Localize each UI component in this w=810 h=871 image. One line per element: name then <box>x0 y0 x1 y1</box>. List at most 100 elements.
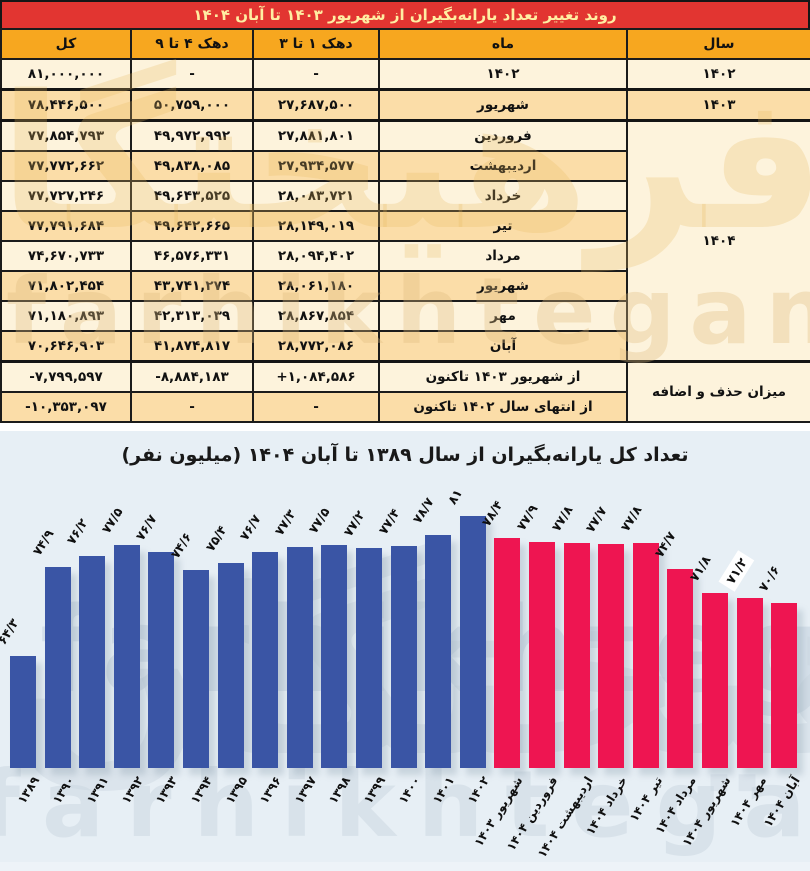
bar-value-label: ۷۷/۳ <box>271 506 299 538</box>
month-cell: شهریور <box>378 270 628 302</box>
bar-annual <box>252 552 278 768</box>
bar-annual <box>425 535 451 768</box>
table-title: روند تغییر تعداد یارانه‌بگیران از شهریور… <box>0 0 810 28</box>
x-tick-label: ۱۳۸۹ <box>14 774 42 807</box>
decile-1-3-cell: ۲۸,۰۶۱,۱۸۰ <box>252 270 380 302</box>
bar-value-label: ۷۱/۲ <box>721 552 752 589</box>
table-row: تیر ۲۸,۱۴۹,۰۱۹ ۴۹,۶۴۲,۶۶۵ ۷۷,۷۹۱,۶۸۴ <box>0 210 810 242</box>
year-cell: میزان حذف و اضافه <box>626 360 810 423</box>
month-cell: آبان <box>378 330 628 363</box>
table-row: شهریور ۲۸,۰۶۱,۱۸۰ ۴۳,۷۴۱,۲۷۴ ۷۱,۸۰۲,۴۵۴ <box>0 270 810 302</box>
x-tick-label: تیر ۱۴۰۴ <box>626 774 665 825</box>
total-cell: ۸۱,۰۰۰,۰۰۰ <box>0 58 132 91</box>
x-tick-label: شهریور ۱۴۰۴ <box>679 774 734 849</box>
total-cell: ۷۷,۷۲۷,۲۴۶ <box>0 180 132 212</box>
decile-1-3-cell: ۲۷,۹۳۴,۵۷۷ <box>252 150 380 182</box>
x-tick-label: ۱۳۹۷ <box>291 774 319 807</box>
bar-chart-plot: ۶۴/۳ ۷۴/۹ ۷۶/۲ ۷۷/۵ ۷۶/۷ ۷۴/۶ ۷۵/۴ ۷۶/۷ ۷۷/۳ ۷۷/۵… <box>0 486 806 768</box>
year-cell: ۱۴۰۳ <box>626 88 810 122</box>
bar-value-label: ۸۱ <box>444 486 466 507</box>
bar-value-label: ۶۴/۳ <box>0 615 22 647</box>
bar-value-label: ۷۷/۷ <box>582 503 610 535</box>
bar-annual <box>356 548 382 768</box>
month-cell: تیر <box>378 210 628 242</box>
bar-value-label: ۷۷/۹ <box>513 501 541 533</box>
decile-4-9-cell: ۴۹,۶۴۳,۵۲۵ <box>130 180 254 212</box>
year-cell: ۱۴۰۲ <box>626 58 810 91</box>
bar-annual <box>114 545 140 768</box>
decile-1-3-cell: ۲۷,۶۸۷,۵۰۰ <box>252 88 380 122</box>
total-cell: ۷۴,۶۷۰,۷۳۳ <box>0 240 132 272</box>
decile-1-3-cell: ۲۸,۰۹۴,۴۰۲ <box>252 240 380 272</box>
bar-monthly <box>564 543 590 768</box>
month-cell: فروردین <box>378 119 628 152</box>
decile-1-3-cell: - <box>252 391 380 423</box>
x-tick-label: فروردین ۱۴۰۴ <box>504 774 561 854</box>
decile-1-3-cell: ۲۷,۸۸۱,۸۰۱ <box>252 119 380 152</box>
decile-4-9-cell: ۴۹,۶۴۲,۶۶۵ <box>130 210 254 242</box>
subsidy-table: سال ماه دهک ۱ تا ۳ دهک ۴ تا ۹ کل ۱۴۰۲ ۱۴۰… <box>0 28 810 423</box>
bar-monthly <box>529 542 555 768</box>
table-row: ۱۴۰۳ شهریور ۲۷,۶۸۷,۵۰۰ ۵۰,۷۵۹,۰۰۰ ۷۸,۴۴۶,۵۰۰ <box>0 88 810 122</box>
header-decile-1-3: دهک ۱ تا ۳ <box>252 28 380 60</box>
bar-annual <box>79 556 105 768</box>
bar-annual <box>460 516 486 768</box>
x-tick-label: ۱۳۹۸ <box>325 774 353 807</box>
x-tick-label: ۱۳۹۹ <box>360 774 388 807</box>
total-cell: ۷۱,۱۸۰,۸۹۳ <box>0 300 132 332</box>
bar-value-label: ۷۶/۷ <box>236 511 264 543</box>
table-row: خرداد ۲۸,۰۸۳,۷۲۱ ۴۹,۶۴۳,۵۲۵ ۷۷,۷۲۷,۲۴۶ <box>0 180 810 212</box>
table-row: مرداد ۲۸,۰۹۴,۴۰۲ ۴۶,۵۷۶,۳۳۱ ۷۴,۶۷۰,۷۳۳ <box>0 240 810 272</box>
x-tick-label: مرداد ۱۴۰۴ <box>652 774 699 837</box>
bar-monthly <box>771 603 797 768</box>
header-total: کل <box>0 28 132 60</box>
decile-1-3-cell: ۲۸,۷۷۲,۰۸۶ <box>252 330 380 363</box>
x-tick-label: ۱۳۹۲ <box>118 774 146 807</box>
bar-annual <box>148 552 174 768</box>
bottom-strip <box>0 862 810 871</box>
month-cell: خرداد <box>378 180 628 212</box>
bar-value-label: ۷۸/۷ <box>409 494 437 526</box>
x-tick-label: شهریور ۱۴۰۳ <box>471 774 526 849</box>
bar-annual <box>183 570 209 768</box>
x-tick-label: مهر ۱۴۰۴ <box>727 774 769 830</box>
x-tick-label: ۱۴۰۰ <box>395 774 423 807</box>
decile-4-9-cell: -۸,۸۸۴,۱۸۳ <box>130 360 254 393</box>
bar-value-label: ۷۷/۴ <box>375 505 403 537</box>
total-cell: ۷۸,۴۴۶,۵۰۰ <box>0 88 132 122</box>
bar-annual <box>321 545 347 768</box>
bar-value-label: ۷۷/۲ <box>340 507 368 539</box>
bar-annual <box>45 567 71 768</box>
month-cell: از شهریور ۱۴۰۳ تاکنون <box>378 360 628 393</box>
total-cell: -۱۰,۳۵۳,۰۹۷ <box>0 391 132 423</box>
month-cell: از انتهای سال ۱۴۰۲ تاکنون <box>378 391 628 423</box>
bar-value-label: ۷۷/۵ <box>98 504 126 536</box>
bar-monthly <box>702 593 728 768</box>
bar-value-label: ۷۶/۲ <box>63 515 91 547</box>
chart-title: تعداد کل یارانه‌بگیران از سال ۱۳۸۹ تا آب… <box>121 444 689 466</box>
table-row: آبان ۲۸,۷۷۲,۰۸۶ ۴۱,۸۷۴,۸۱۷ ۷۰,۶۴۶,۹۰۳ <box>0 330 810 363</box>
table-row: اردیبهشت ۲۷,۹۳۴,۵۷۷ ۴۹,۸۳۸,۰۸۵ ۷۷,۷۷۲,۶۶۲ <box>0 150 810 182</box>
decile-4-9-cell: ۵۰,۷۵۹,۰۰۰ <box>130 88 254 122</box>
month-cell: شهریور <box>378 88 628 122</box>
decile-4-9-cell: ۴۱,۸۷۴,۸۱۷ <box>130 330 254 363</box>
month-cell: مهر <box>378 300 628 332</box>
subsidy-table-panel: روند تغییر تعداد یارانه‌بگیران از شهریور… <box>0 0 810 423</box>
x-tick-label: ۱۳۹۵ <box>222 774 250 807</box>
bar-value-label: ۷۷/۸ <box>617 502 645 534</box>
x-tick-label: ۱۴۰۲ <box>464 774 492 807</box>
decile-1-3-cell: ۲۸,۸۶۷,۸۵۴ <box>252 300 380 332</box>
month-cell: ۱۴۰۲ <box>378 58 628 91</box>
bar-annual <box>10 656 36 768</box>
bar-monthly <box>598 544 624 768</box>
bar-value-label: ۷۵/۴ <box>202 522 230 554</box>
decile-4-9-cell: ۴۶,۵۷۶,۳۳۱ <box>130 240 254 272</box>
table-row: از انتهای سال ۱۴۰۲ تاکنون - - -۱۰,۳۵۳,۰۹۷ <box>0 391 810 423</box>
table-header-row: سال ماه دهک ۱ تا ۳ دهک ۴ تا ۹ کل <box>0 28 810 60</box>
bar-value-label: ۷۴/۹ <box>29 526 57 558</box>
bar-value-label: ۷۰/۶ <box>755 562 783 594</box>
decile-4-9-cell: ۴۹,۹۷۲,۹۹۲ <box>130 119 254 152</box>
decile-1-3-cell: +۱,۰۸۴,۵۸۶ <box>252 360 380 393</box>
x-tick-label: اردیبهشت ۱۴۰۴ <box>534 774 596 861</box>
